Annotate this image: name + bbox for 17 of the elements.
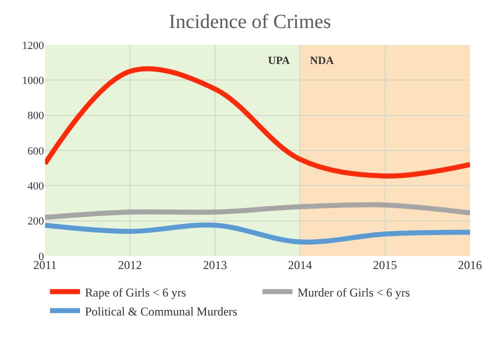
legend-label: Murder of Girls < 6 yrs [298, 285, 410, 300]
chart-title: Incidence of Crimes [168, 10, 332, 33]
x-tick-label: 2014 [288, 258, 312, 272]
y-tick-label: 800 [28, 110, 44, 122]
band-label: UPA [268, 55, 290, 67]
y-tick-label: 200 [28, 216, 44, 228]
x-tick-label: 2015 [373, 258, 397, 272]
legend-label: Rape of Girls < 6 yrs [85, 285, 186, 300]
x-tick-label: 2016 [458, 258, 482, 272]
x-tick-label: 2012 [118, 258, 142, 272]
y-tick-label: 600 [28, 145, 44, 158]
y-tick-label: 400 [28, 180, 44, 193]
band-label: NDA [310, 55, 334, 67]
y-tick-label: 1000 [22, 75, 44, 88]
x-tick-label: 2013 [203, 258, 227, 272]
y-tick-label: 1200 [22, 40, 44, 52]
legend-label: Political & Communal Murders [85, 304, 238, 318]
